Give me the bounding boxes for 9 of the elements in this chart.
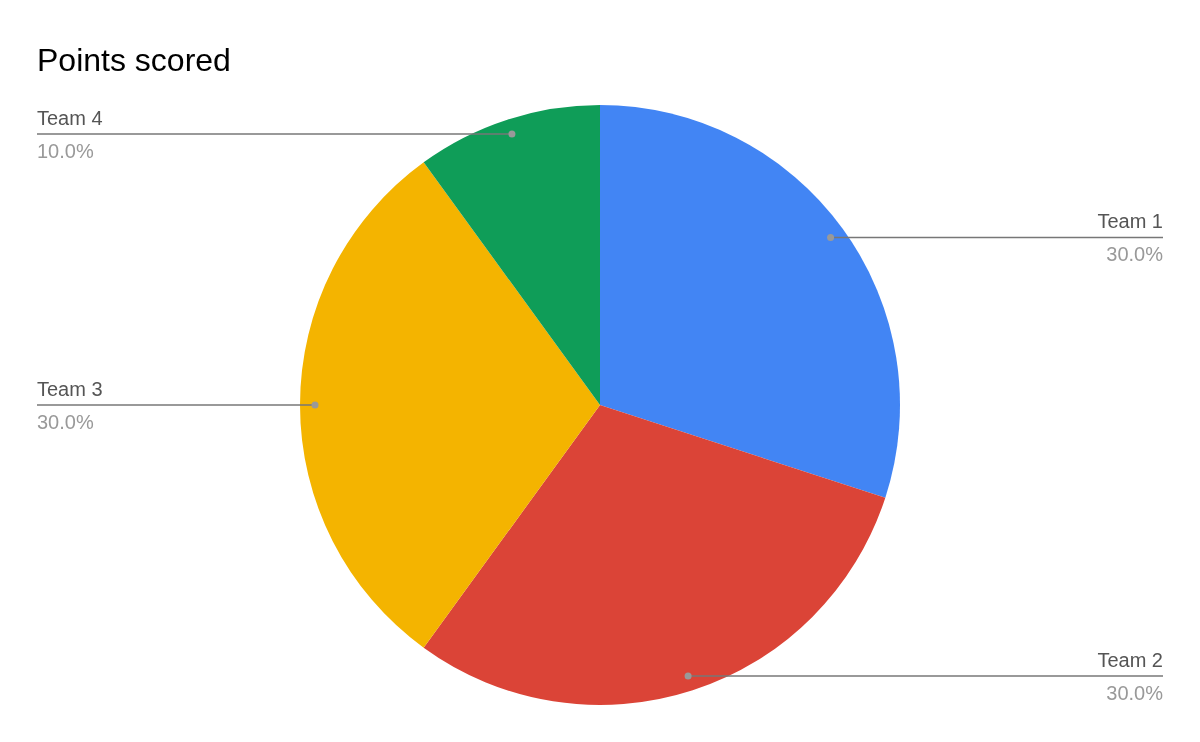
data-label: 30.0%	[1106, 243, 1164, 266]
data-label: 30.0%	[37, 411, 94, 433]
data-label: 10.0%	[37, 139, 94, 162]
slice-label: Team 1	[1097, 210, 1163, 233]
chart-title: Points scored	[37, 42, 231, 78]
slice-label: Team 3	[37, 378, 103, 400]
slice-label: Team 2	[1097, 649, 1163, 672]
data-label: 30.0%	[1106, 682, 1164, 705]
slice-label: Team 4	[37, 106, 103, 129]
